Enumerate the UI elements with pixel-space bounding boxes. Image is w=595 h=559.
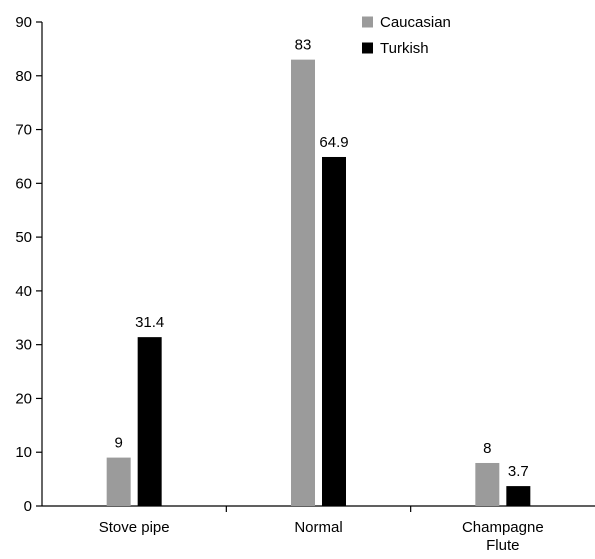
data-label: 83 [295, 37, 312, 54]
bar-caucasian [291, 59, 315, 507]
x-category-label: Flute [486, 537, 519, 554]
data-label: 3.7 [508, 463, 529, 480]
data-labels: 9 31.4 83 64.9 8 3.7 [114, 37, 528, 480]
y-tick-label: 60 [15, 175, 32, 192]
y-tick-label: 40 [15, 283, 32, 300]
bar-caucasian [106, 457, 131, 506]
bar-caucasian [475, 462, 500, 506]
x-category-label: Stove pipe [99, 519, 170, 536]
bar-turkish [506, 486, 531, 506]
x-category-label: Normal [294, 519, 342, 536]
legend: Caucasian Turkish [362, 14, 451, 57]
bar-turkish [322, 156, 346, 506]
data-label: 8 [483, 440, 491, 457]
legend-swatch [362, 42, 373, 54]
y-tick-label: 0 [24, 498, 32, 515]
y-axis: 0 10 20 30 40 50 60 70 80 90 [15, 14, 43, 515]
bar-turkish [137, 337, 162, 506]
y-tick-label: 30 [15, 337, 32, 354]
legend-label: Caucasian [380, 14, 451, 31]
y-tick-label: 90 [15, 14, 32, 31]
data-label: 64.9 [319, 134, 348, 151]
data-label: 9 [114, 435, 122, 452]
y-tick-label: 50 [15, 229, 32, 246]
bars [106, 59, 531, 507]
y-tick-label: 80 [15, 68, 32, 85]
y-tick-label: 20 [15, 390, 32, 407]
x-category-label: Champagne [462, 519, 544, 536]
data-label: 31.4 [135, 314, 164, 331]
legend-swatch [362, 16, 373, 28]
y-tick-label: 10 [15, 444, 32, 461]
legend-label: Turkish [380, 40, 429, 57]
y-tick-label: 70 [15, 122, 32, 139]
